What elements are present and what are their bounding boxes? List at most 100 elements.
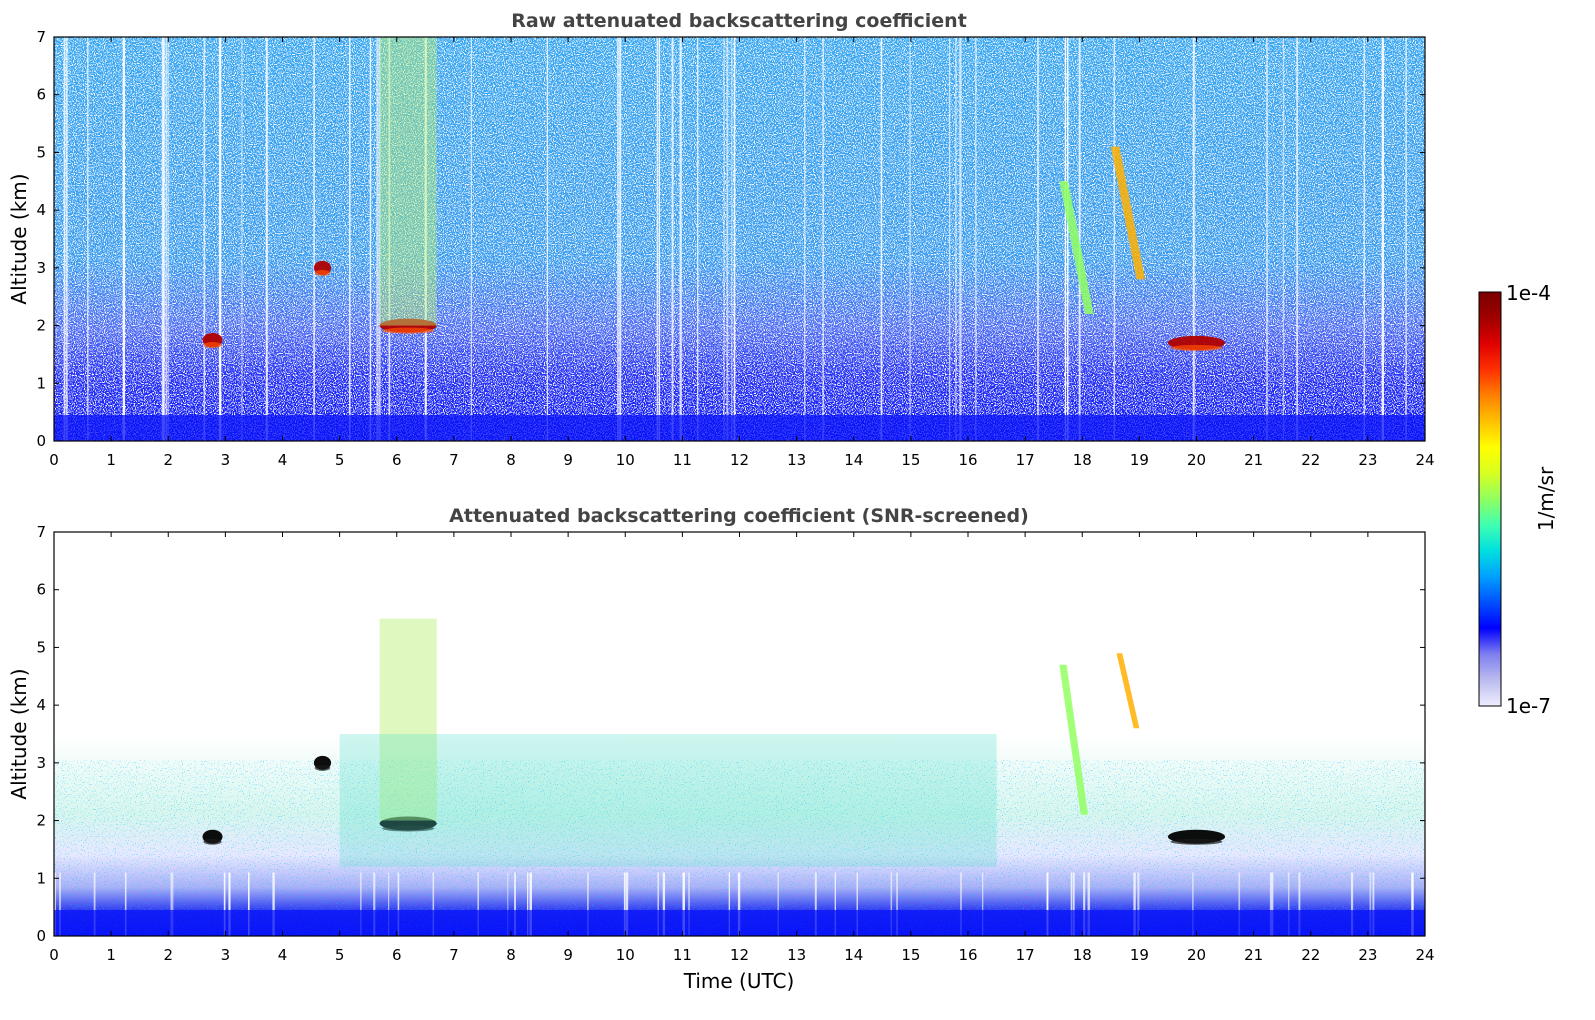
x-tick-label: 17 [1016,451,1035,469]
x-tick-label: 10 [616,946,635,964]
x-tick-label: 21 [1244,451,1263,469]
dropout-streak [1296,37,1299,441]
dropout-streak [1381,37,1385,441]
x-tick-label: 1 [106,451,116,469]
dropout-streak [54,872,56,936]
virga-mark [1059,664,1088,815]
x-tick-label: 12 [730,451,749,469]
dropout-streak [93,872,96,936]
y-tick-label: 0 [36,927,46,945]
x-tick-label: 0 [49,946,59,964]
y-tick-label: 3 [36,259,46,277]
x-tick-label: 8 [506,946,516,964]
x-tick-label: 0 [49,451,59,469]
colorbar-min-label: 1e-7 [1506,694,1551,718]
aerosol-layer-mark [339,734,997,867]
dropout-streak [373,872,376,936]
plume-mark [379,618,437,821]
dropout-streak [369,37,372,441]
dropout-streak [546,37,548,441]
cloud-edge [382,327,435,334]
dropout-streak [167,37,169,441]
dropout-streak [388,872,390,936]
dropout-streak [514,872,516,936]
y-tick-label: 4 [36,201,46,219]
x-tick-label: 20 [1187,946,1206,964]
dropout-streak [1078,37,1081,441]
x-tick-label: 1 [106,946,116,964]
virga-mark [1116,653,1140,729]
x-tick-label: 11 [673,946,692,964]
y-tick-label: 1 [36,869,46,887]
cloud-edge [203,342,222,348]
y-tick-label: 5 [36,143,46,161]
panel-1-plot-area [54,37,1425,441]
dropout-streak [617,37,619,441]
x-tick-label: 9 [563,451,573,469]
x-tick-label: 13 [787,451,806,469]
y-tick-label: 1 [36,374,46,392]
dropout-streak [1137,872,1140,936]
dropout-streak [982,872,984,936]
x-tick-label: 3 [221,451,231,469]
dropout-streak [265,37,268,441]
dropout-streak [975,37,977,441]
panel-1-y-axis-label: Altitude (km) [7,173,31,304]
dropout-streak [733,37,736,441]
dropout-streak [1087,872,1090,936]
dropout-streak [671,37,674,441]
x-tick-label: 12 [730,946,749,964]
x-tick-label: 8 [506,451,516,469]
cloud-edge [203,838,222,845]
dropout-streak [477,872,479,936]
y-tick-label: 4 [36,696,46,714]
dropout-streak [348,37,351,441]
dropout-streak [87,37,89,441]
dropout-streak [507,872,509,936]
x-tick-label: 19 [1130,946,1149,964]
x-tick-label: 24 [1415,451,1434,469]
dropout-streak [856,872,858,936]
dropout-streak [1072,872,1075,936]
plume-mark [379,37,437,326]
x-tick-label: 23 [1358,451,1377,469]
dropout-streak [959,37,962,441]
dropout-streak [682,872,685,936]
dropout-streak [949,37,951,441]
x-tick-label: 2 [163,451,173,469]
dropout-streak [122,37,126,441]
x-tick-label: 22 [1301,451,1320,469]
dropout-streak [737,872,741,936]
panel-2-x-axis: 0 1 2 3 4 5 6 7 8 9 10 11 12 13 14 15 16 17 18 19 20 21 22 23 24 [49,532,1435,964]
x-tick-label: 24 [1415,946,1434,964]
dropout-streak [619,37,622,441]
dropout-streak [662,872,666,936]
y-tick-label: 2 [36,317,46,335]
dropout-streak [161,37,165,441]
x-tick-label: 15 [901,451,920,469]
dropout-streak [218,37,222,441]
virga-mark [1110,146,1146,280]
dropout-streak [1288,872,1290,936]
x-tick-label: 18 [1073,451,1092,469]
x-tick-label: 21 [1244,946,1263,964]
x-tick-label: 3 [221,946,231,964]
dropout-streak [203,37,206,441]
cloud-edge [382,825,435,832]
panel-2-plot-area [54,532,1425,936]
dropout-streak [625,872,629,936]
dropout-streak [1282,37,1285,441]
x-tick-label: 6 [392,451,402,469]
dropout-streak [1083,872,1086,936]
x-tick-label: 20 [1187,451,1206,469]
colorbar: 1e-4 1e-7 1/m/sr [1478,281,1558,718]
x-tick-label: 5 [335,946,345,964]
dropout-streak [804,37,806,441]
dropout-streak [822,37,825,441]
dropout-streak [1192,37,1196,441]
dropout-streak [470,37,472,441]
panel-2-x-axis-label: Time (UTC) [683,969,795,993]
dropout-streak [1405,37,1407,441]
dropout-streak [432,872,435,936]
dropout-streak [1372,872,1375,936]
